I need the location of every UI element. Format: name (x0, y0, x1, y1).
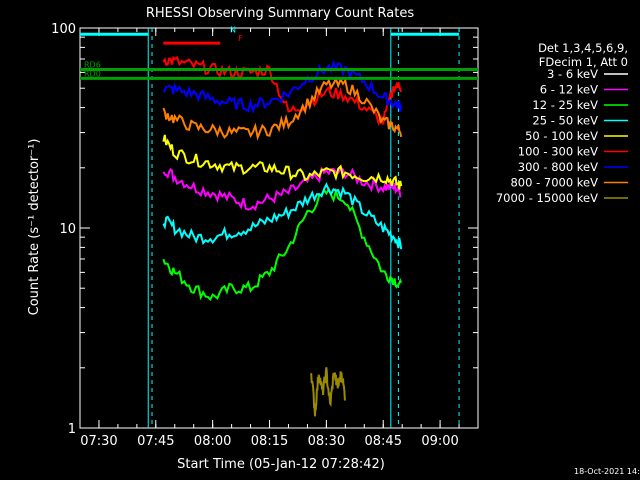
chart-title: RHESSI Observing Summary Count Rates (146, 6, 415, 21)
series-line (162, 186, 403, 302)
legend-entry: 100 - 300 keV (518, 145, 598, 159)
series-line (310, 367, 346, 417)
y-tick-label: 10 (59, 222, 76, 237)
bar-label: N (230, 25, 236, 34)
series-line (162, 76, 403, 141)
x-tick-label: 08:45 (365, 434, 402, 449)
series-line (162, 166, 402, 212)
x-tick-label: 08:30 (308, 434, 345, 449)
legend-entry: 25 - 50 keV (532, 114, 598, 128)
legend-entry: 3 - 6 keV (547, 67, 598, 81)
y-axis-label: Count Rate (s⁻¹ detector⁻¹) (27, 139, 42, 316)
series-line (162, 55, 403, 127)
series-line (162, 134, 403, 190)
x-tick-label: 07:30 (80, 434, 117, 449)
legend-entry: 300 - 800 keV (518, 160, 598, 174)
legend-header: Det 1,3,4,5,6,9, (538, 41, 628, 55)
series-line (163, 71, 403, 205)
legend-header: FDecim 1, Att 0 (539, 55, 628, 69)
legend: Det 1,3,4,5,6,9,FDecim 1, Att 03 - 6 keV… (496, 41, 628, 205)
annotation-label: RD0 (84, 69, 101, 78)
legend-entry: 50 - 100 keV (525, 129, 598, 143)
annotation-label: RD6 (84, 61, 101, 70)
legend-entry: 7000 - 15000 keV (496, 191, 598, 205)
x-tick-label: 08:00 (194, 434, 231, 449)
footer-date: 18-Oct-2021 14:19 (574, 467, 640, 476)
series-line (162, 59, 403, 114)
y-tick-label: 100 (51, 22, 76, 37)
bar-label: F (238, 34, 243, 43)
legend-entry: 6 - 12 keV (540, 83, 598, 97)
axes: 07:30 07:45 08:00 08:15 08:30 08:45 09:00 1 10 10… (51, 22, 479, 449)
series-line (162, 182, 403, 250)
x-tick-label: 09:00 (421, 434, 458, 449)
x-tick-label: 08:15 (251, 434, 288, 449)
legend-entry: 12 - 25 keV (532, 98, 598, 112)
legend-entry: 800 - 7000 keV (510, 176, 598, 190)
y-tick-label: 1 (68, 422, 76, 437)
x-tick-label: 07:45 (137, 434, 174, 449)
x-axis-label: Start Time (05-Jan-12 07:28:42) (177, 457, 385, 472)
